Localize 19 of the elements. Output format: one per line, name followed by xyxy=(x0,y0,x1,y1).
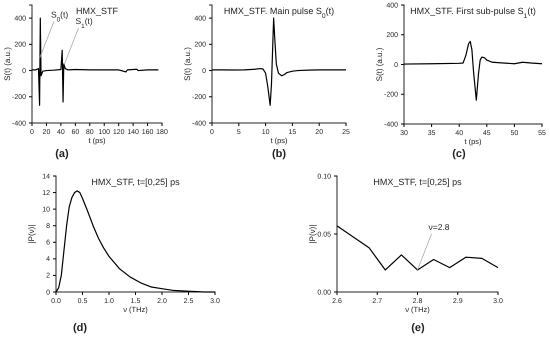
annotation: ν=2.8 xyxy=(428,222,450,232)
y-axis-title: S(t) (a.u.) xyxy=(375,47,384,82)
y-axis-title: |P(ν)| xyxy=(308,224,317,244)
line-series xyxy=(336,225,499,271)
text: (a) xyxy=(55,148,70,160)
y-axis-title: |P(ν)| xyxy=(27,224,36,244)
chart-title: HMX_STF. Main pulse S$_{0}$(t) xyxy=(224,6,334,20)
y-axis-title: S(t) (a.u.) xyxy=(183,46,192,81)
chart-title: HMX_STF, t=[0,25] ps xyxy=(373,177,462,187)
annotation: S$_{1}$(t) xyxy=(76,16,93,30)
chart-title: HMX_STF, t=[0,25] ps xyxy=(91,177,180,187)
text: (d) xyxy=(72,322,88,334)
text: (e) xyxy=(411,322,426,334)
y-axis-title: S(t) (a.u.) xyxy=(3,46,12,81)
text: (b) xyxy=(272,148,286,160)
chart-title: HMX_STF. First sub-pulse S$_{1}$(t) xyxy=(410,6,536,20)
text: (c) xyxy=(452,148,466,160)
chart-title: HMX_STF xyxy=(76,6,118,16)
annotation: S$_{0}$(t) xyxy=(50,9,68,23)
